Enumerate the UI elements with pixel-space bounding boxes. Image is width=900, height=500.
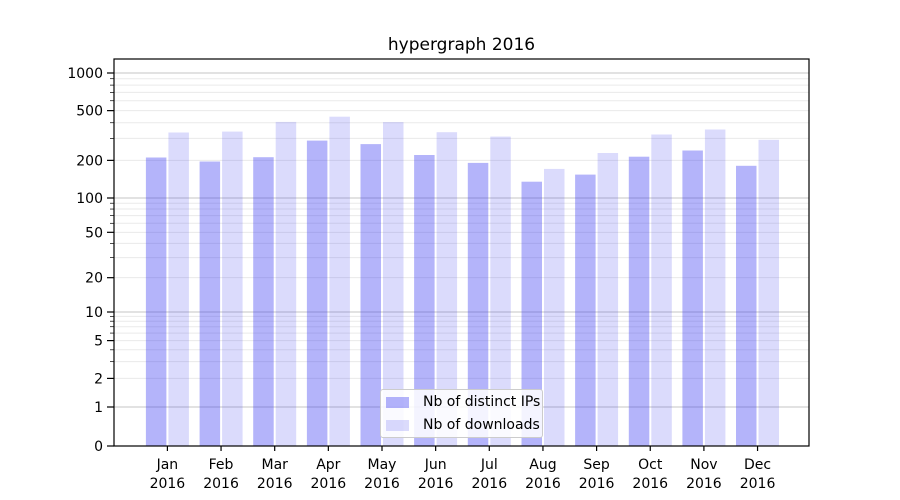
- legend-label-downloads: Nb of downloads: [423, 417, 540, 433]
- y-tick-label: 50: [85, 225, 103, 241]
- bar-oct-ips: [628, 156, 650, 446]
- x-tick-label-month: Sep: [583, 457, 610, 473]
- x-tick-label-month: Jan: [156, 457, 179, 473]
- bar-jan-downloads: [168, 132, 189, 446]
- y-tick-label: 1: [94, 400, 103, 416]
- x-tick-label-year: 2016: [579, 476, 615, 492]
- y-tick-label: 500: [76, 104, 103, 120]
- x-tick-label-month: Feb: [209, 457, 234, 473]
- bar-jun-downloads: [436, 132, 458, 446]
- legend-label-distinct-ips: Nb of distinct IPs: [423, 394, 541, 410]
- y-tick-label: 20: [85, 271, 103, 287]
- x-tick-label-year: 2016: [471, 476, 507, 492]
- plot-border: [113, 58, 810, 447]
- y-tick-label: 200: [76, 153, 103, 169]
- bar-oct-downloads: [651, 134, 672, 446]
- bar-aug-downloads: [544, 168, 565, 446]
- x-tick-label-year: 2016: [257, 476, 293, 492]
- x-tick-label-month: Apr: [316, 457, 340, 473]
- bar-jun-ips: [414, 155, 435, 446]
- x-tick-label-year: 2016: [418, 476, 454, 492]
- y-tick-label: 0: [94, 439, 103, 455]
- bar-apr-ips: [306, 140, 328, 446]
- bar-mar-ips: [253, 157, 274, 446]
- x-tick-label-year: 2016: [740, 476, 776, 492]
- y-tick-label: 1000: [67, 66, 103, 82]
- bars: [145, 116, 779, 447]
- x-tick-label-month: May: [368, 457, 397, 473]
- axis-labels: 0 1 2 5 10 20 50 100 200 500 1000 Jan 2016 Feb 2016 Mar…: [67, 66, 775, 492]
- legend-swatch-distinct-ips: [386, 396, 409, 408]
- bar-apr-downloads: [329, 116, 350, 446]
- legend-item-distinct-ips: Nb of distinct IPs: [386, 393, 542, 412]
- bar-jul-ips: [467, 162, 489, 446]
- y-tick-label: 100: [76, 191, 103, 207]
- bar-jan-ips: [145, 157, 167, 446]
- bar-aug-ips: [521, 181, 542, 446]
- x-tick-label-year: 2016: [686, 476, 722, 492]
- x-tick-label-year: 2016: [525, 476, 561, 492]
- axes: [107, 58, 810, 451]
- legend-swatch-downloads: [386, 419, 409, 431]
- y-tick-label: 2: [94, 371, 103, 387]
- bar-sep-downloads: [597, 153, 619, 446]
- x-tick-label-month: Aug: [529, 457, 556, 473]
- bar-jul-downloads: [490, 136, 511, 446]
- bar-dec-ips: [736, 165, 757, 447]
- bar-feb-ips: [199, 161, 221, 446]
- bar-sep-ips: [575, 174, 596, 446]
- x-tick-label-month: Nov: [690, 457, 717, 473]
- legend-item-downloads: Nb of downloads: [386, 416, 542, 435]
- x-tick-label-year: 2016: [632, 476, 668, 492]
- x-tick-label-year: 2016: [364, 476, 400, 492]
- chart-title: hypergraph 2016: [387, 35, 536, 55]
- bar-feb-downloads: [222, 131, 243, 446]
- bar-may-ips: [360, 144, 381, 446]
- x-tick-label-month: Mar: [261, 457, 288, 473]
- y-tick-label: 5: [94, 334, 103, 350]
- x-tick-label-month: Jun: [424, 457, 447, 473]
- x-tick-label-year: 2016: [203, 476, 239, 492]
- x-tick-label-month: Jul: [480, 457, 498, 473]
- x-tick-label-month: Dec: [744, 457, 771, 473]
- y-tick-label: 10: [85, 305, 103, 321]
- x-tick-label-year: 2016: [150, 476, 186, 492]
- legend: Nb of distinct IPs Nb of downloads: [380, 389, 543, 438]
- bar-mar-downloads: [275, 121, 297, 447]
- bar-dec-downloads: [758, 139, 779, 447]
- bar-may-downloads: [383, 122, 404, 446]
- x-tick-label-month: Oct: [638, 457, 663, 473]
- bar-nov-ips: [682, 150, 703, 446]
- x-tick-label-year: 2016: [311, 476, 347, 492]
- bar-nov-downloads: [704, 129, 726, 446]
